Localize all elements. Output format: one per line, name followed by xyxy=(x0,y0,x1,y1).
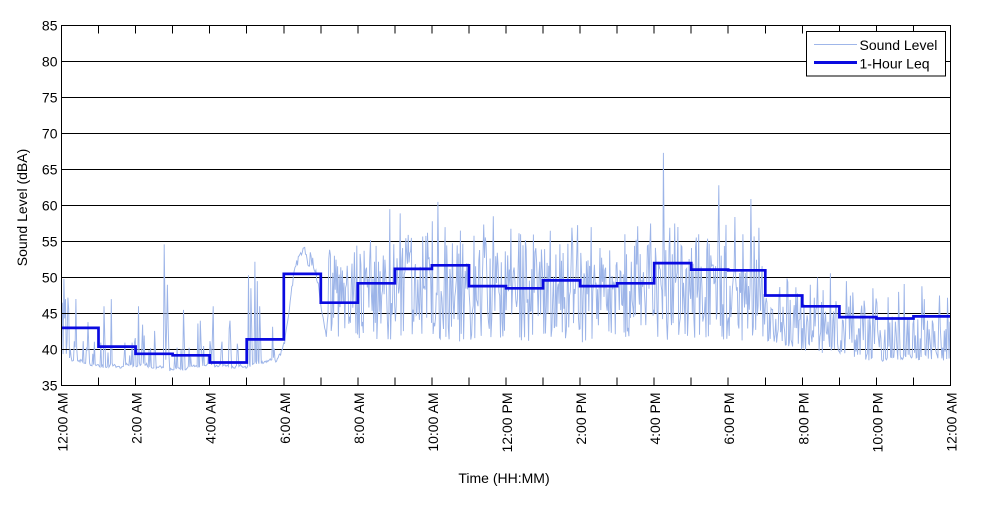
svg-text:70: 70 xyxy=(42,126,58,142)
svg-text:55: 55 xyxy=(42,234,58,250)
svg-text:Sound Level: Sound Level xyxy=(860,37,938,53)
svg-text:6:00 AM: 6:00 AM xyxy=(277,393,293,444)
svg-text:2:00 AM: 2:00 AM xyxy=(129,393,145,444)
svg-text:65: 65 xyxy=(42,162,58,178)
svg-text:60: 60 xyxy=(42,198,58,214)
svg-text:1-Hour Leq: 1-Hour Leq xyxy=(860,55,930,71)
svg-text:45: 45 xyxy=(42,306,58,322)
svg-text:50: 50 xyxy=(42,270,58,286)
svg-text:2:00 PM: 2:00 PM xyxy=(573,393,589,445)
svg-text:Time (HH:MM): Time (HH:MM) xyxy=(458,470,549,486)
svg-text:40: 40 xyxy=(42,342,58,358)
svg-text:12:00 AM: 12:00 AM xyxy=(944,393,960,452)
svg-text:4:00 AM: 4:00 AM xyxy=(203,393,219,444)
svg-text:75: 75 xyxy=(42,90,58,106)
svg-text:10:00 PM: 10:00 PM xyxy=(869,393,885,453)
svg-text:6:00 PM: 6:00 PM xyxy=(721,393,737,445)
svg-text:8:00 AM: 8:00 AM xyxy=(351,393,367,444)
svg-text:35: 35 xyxy=(42,378,58,394)
svg-text:Sound Level (dBA): Sound Level (dBA) xyxy=(14,149,30,267)
svg-text:4:00 PM: 4:00 PM xyxy=(647,393,663,445)
svg-text:8:00 PM: 8:00 PM xyxy=(795,393,811,445)
svg-text:12:00 AM: 12:00 AM xyxy=(55,393,71,452)
svg-text:85: 85 xyxy=(42,18,58,34)
svg-text:80: 80 xyxy=(42,54,58,70)
svg-text:10:00 AM: 10:00 AM xyxy=(425,393,441,452)
svg-text:12:00 PM: 12:00 PM xyxy=(499,393,515,453)
